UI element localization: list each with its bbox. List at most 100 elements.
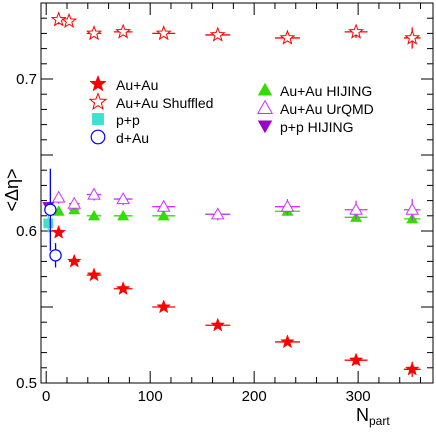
marker-star [88,92,108,111]
legend-label: Au+Au [116,77,158,93]
marker-triangle [87,187,101,200]
plot-frame [40,2,434,384]
legend-label: Au+Au HIJING [280,83,372,99]
marker-triangle [52,205,65,216]
tick-labels: 0 100 200 300 0.5 0.6 0.7 [16,71,371,405]
marker-triangle [405,202,420,215]
marker-triangle [257,82,273,96]
data-point [403,199,421,221]
legend-entry: Au+Au UrQMD [256,99,374,117]
data-point [50,11,67,27]
marker-circle [44,203,57,216]
legend-entry: Au+Au HIJING [257,82,372,99]
marker-star [86,24,103,41]
y-tick-label: 0.6 [16,223,37,240]
data-point [113,209,133,221]
data-point [152,24,176,41]
marker-star [156,299,172,314]
data-point [86,209,102,221]
data-point [344,200,368,219]
marker-star [115,281,131,295]
data-point [49,243,62,268]
y-axis-label: <Δη> [2,168,22,211]
marker-triangle [117,209,130,221]
legend-label: d+Au [116,130,149,146]
marker-star [115,23,132,39]
marker-triangle-down [257,120,273,134]
data-point [205,317,231,332]
data-point [113,23,133,39]
legend-label: p+p [116,112,140,128]
series-au-au-urqmd [51,187,421,221]
legend-label: Au+Au UrQMD [280,101,374,117]
data-point [61,12,78,29]
data-point [274,334,300,349]
marker-triangle [210,207,225,220]
marker-triangle [51,190,66,203]
data-point [52,205,65,216]
marker-star [86,267,102,282]
marker-triangle [157,209,170,221]
marker-star [66,253,82,268]
x-axis-label-sub: part [369,414,390,428]
marker-triangle [67,196,82,209]
marker-triangle [349,202,363,215]
marker-star [280,334,295,349]
x-tick-label: 300 [346,388,371,405]
x-tick-label: 200 [242,388,267,405]
marker-star [155,24,172,41]
marker-circle [90,129,106,145]
y-tick-label: 0.5 [16,375,37,392]
marker-star [404,361,420,376]
marker-square [92,113,104,125]
marker-star [89,74,107,92]
legend-entry: p+p [92,112,140,128]
marker-triangle [156,199,171,212]
legend-entry: d+Au [90,129,149,146]
series-p-p [43,214,54,233]
marker-star [51,224,67,239]
legend-label: Au+Au Shuffled [116,95,213,111]
y-tick-label: 0.7 [16,71,37,88]
data-point [344,352,368,367]
legend-label: p+p HIJING [280,119,354,135]
series-au-au-shuffled [50,11,421,49]
marker-triangle [280,199,295,212]
data-point [113,192,133,206]
series-au-au [51,224,421,377]
series-au-au-hijing [52,203,421,224]
data-point [67,196,82,210]
marker-circle [49,249,62,262]
data-point [51,190,66,204]
x-tick-label: 100 [138,388,163,405]
x-tick-label: 0 [42,388,50,405]
marker-star [279,29,296,45]
marker-star [404,29,421,45]
marker-star [50,11,67,27]
data-point [403,361,421,377]
data-point [44,168,57,251]
series-d-au [44,168,62,268]
data-point [205,207,231,221]
data-point [344,23,368,39]
x-axis-label: Npart [356,405,390,428]
marker-triangle [256,99,274,115]
data-point [86,267,102,282]
axis-ticks [41,2,433,384]
marker-star [209,26,226,42]
data-point [274,199,300,215]
data-point [86,24,103,41]
marker-star [210,317,226,332]
legend-entry: p+p HIJING [257,119,354,135]
marker-triangle [116,192,130,205]
data-point [43,214,54,233]
data-point [403,27,421,49]
legend-entry: Au+Au [89,74,158,93]
data-point [51,224,67,239]
data-point [152,209,176,221]
data-point [152,199,176,213]
marker-square [43,218,54,229]
x-axis-label-main: N [356,405,369,425]
